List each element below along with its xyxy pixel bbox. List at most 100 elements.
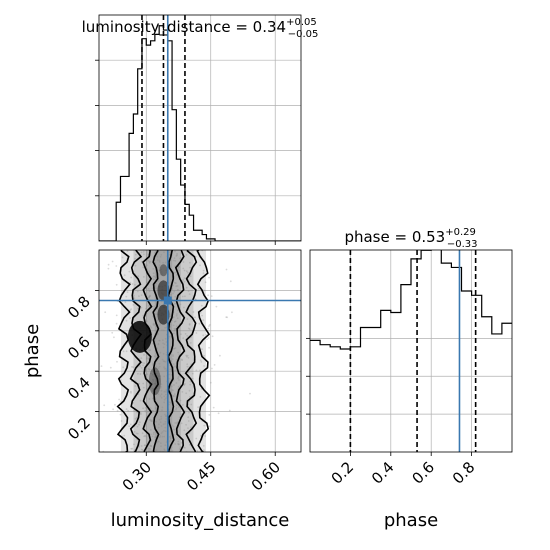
joint-point (142, 314, 145, 317)
joint-point (170, 360, 173, 362)
phase-hist-bars (310, 250, 512, 350)
joint-point (151, 387, 154, 390)
joint-ytick-label: 0.6 (64, 333, 94, 363)
joint-point (140, 294, 143, 296)
joint-point (159, 435, 162, 437)
joint-point (164, 430, 167, 433)
joint-point (158, 269, 161, 272)
joint-point (160, 418, 163, 420)
joint-point (195, 437, 198, 440)
joint-point (164, 360, 167, 363)
joint-point (153, 375, 156, 378)
joint-point (160, 432, 163, 435)
joint-xtick-label: 0.30 (119, 458, 155, 494)
joint-point (148, 368, 151, 371)
joint-point (172, 395, 175, 398)
joint-point (129, 317, 132, 319)
joint-point (172, 363, 175, 366)
joint-point (161, 431, 164, 433)
joint-point (140, 367, 143, 369)
joint-point (156, 440, 159, 442)
joint-point (147, 305, 150, 307)
joint-point (165, 389, 168, 391)
joint-point (160, 389, 163, 392)
joint-point (180, 441, 183, 444)
joint-point (187, 427, 189, 429)
joint-point (185, 354, 188, 357)
joint-point (179, 257, 182, 260)
joint-point (178, 269, 180, 272)
joint-point (161, 329, 163, 331)
joint-point (143, 362, 145, 365)
joint-point (134, 264, 137, 267)
joint-point (158, 375, 160, 377)
joint-point (128, 270, 131, 273)
joint-point (177, 267, 180, 270)
joint-point (145, 320, 148, 322)
joint-point (195, 332, 198, 334)
joint-yticks: 0.2 0.4 0.6 0.8 (64, 289, 99, 444)
joint-point (164, 261, 167, 264)
joint-point (160, 254, 163, 256)
joint-point (134, 253, 137, 256)
joint-point (139, 373, 142, 375)
joint-point (208, 346, 211, 349)
joint-point (198, 322, 201, 325)
joint-point (115, 322, 118, 325)
joint-point (160, 383, 163, 386)
joint-xtick-label: 0.45 (183, 458, 219, 494)
joint-point (115, 265, 118, 267)
joint-point (158, 305, 161, 307)
joint-point (138, 382, 141, 385)
joint-point (161, 339, 164, 342)
joint-point (149, 418, 152, 421)
joint-point (154, 436, 157, 439)
joint-point (175, 285, 178, 288)
joint-point (203, 365, 206, 367)
joint-point (169, 324, 172, 326)
joint-point (185, 423, 188, 426)
joint-point (148, 290, 151, 293)
joint-point (139, 412, 142, 414)
joint-point (158, 339, 161, 342)
joint-contour (129, 250, 198, 452)
joint-point (184, 333, 187, 335)
joint-point (134, 417, 137, 420)
joint-point (115, 283, 118, 286)
joint-point (135, 432, 138, 435)
joint-point (179, 399, 182, 402)
joint-point (157, 440, 160, 443)
joint-point (143, 444, 146, 447)
joint-point (143, 435, 146, 438)
joint-point (146, 373, 149, 376)
joint-point (155, 420, 158, 423)
joint-point (208, 324, 211, 326)
ld-title-minus: −0.05 (288, 29, 319, 40)
joint-point (188, 328, 191, 331)
joint-point (161, 406, 164, 409)
joint-point (165, 341, 168, 343)
joint-point (179, 345, 182, 348)
joint-point (199, 396, 202, 398)
joint-point (170, 446, 173, 449)
joint-point (208, 325, 210, 327)
joint-point (175, 358, 178, 361)
joint-point (155, 282, 158, 285)
joint-point (133, 294, 135, 297)
joint-point (171, 424, 174, 427)
joint-point (190, 403, 193, 406)
joint-point (172, 428, 175, 431)
phase-hist-xtick-label: 0.2 (328, 458, 358, 488)
joint-point (209, 381, 212, 384)
joint-point (163, 429, 165, 432)
joint-point (208, 276, 211, 279)
joint-point (180, 333, 182, 336)
joint-point (151, 435, 154, 438)
joint-ytick-label: 0.2 (64, 414, 94, 444)
joint-ytick-label: 0.8 (64, 293, 94, 323)
joint-point (139, 365, 142, 368)
joint-point (139, 399, 142, 402)
joint-point (208, 425, 211, 428)
joint-point (172, 395, 175, 397)
joint-point (164, 420, 167, 423)
